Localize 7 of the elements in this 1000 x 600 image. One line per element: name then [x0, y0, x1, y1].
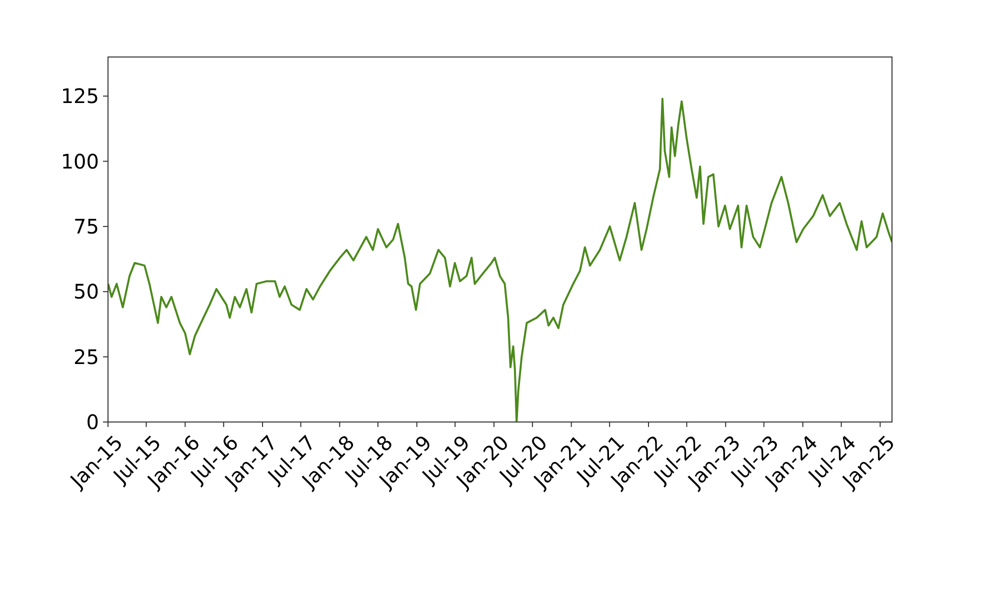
y-tick-label: 125 — [60, 84, 99, 108]
y-tick-label: 50 — [74, 280, 99, 304]
y-tick-label: 75 — [74, 214, 99, 238]
y-tick-label: 25 — [74, 344, 99, 369]
y-tick-label: 0 — [86, 410, 99, 434]
line-series — [108, 98, 892, 422]
y-tick-label: 100 — [60, 149, 99, 174]
